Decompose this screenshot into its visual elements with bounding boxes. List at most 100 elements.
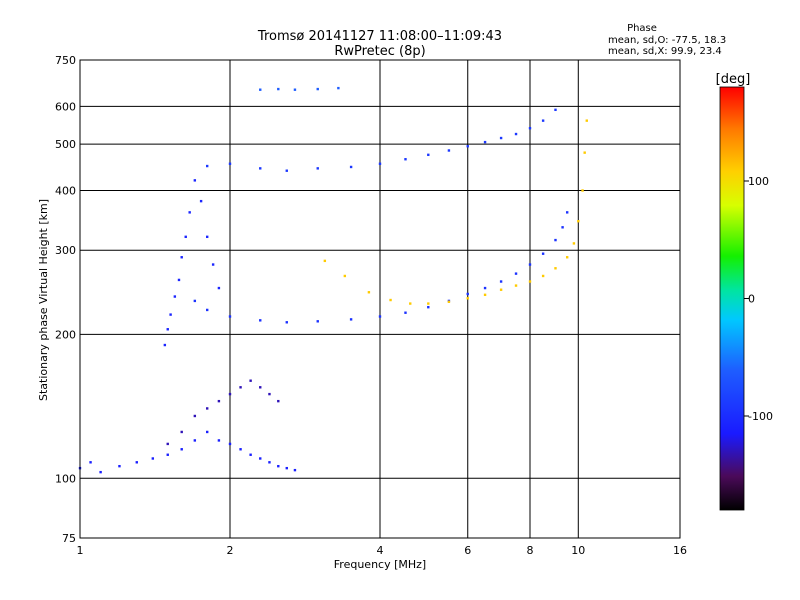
echo-point xyxy=(205,308,209,312)
echo-point xyxy=(89,461,92,464)
echo-point xyxy=(466,292,469,296)
echo-point xyxy=(285,321,288,324)
echo-point xyxy=(389,298,392,302)
chart-subtitle: RwPretec (8p) xyxy=(334,44,425,59)
echo-point xyxy=(565,211,569,214)
echo-point xyxy=(378,315,382,318)
echo-point xyxy=(541,252,545,255)
echo-point xyxy=(466,145,469,148)
x-axis-ticks: 1 2 4 6 8 10 16 xyxy=(77,544,688,557)
y-axis-ticks: 75 100 200 300 400 500 600 750 xyxy=(55,54,76,545)
echo-point xyxy=(177,278,181,282)
echo-point xyxy=(466,297,469,300)
echo-point xyxy=(561,226,564,229)
echo-point xyxy=(205,407,209,410)
echo-point xyxy=(135,461,138,464)
echo-point xyxy=(427,153,430,157)
echo-point xyxy=(585,119,588,122)
echo-point xyxy=(184,235,187,239)
y-tick-label: 400 xyxy=(55,184,76,197)
echo-point xyxy=(285,466,288,470)
echo-point xyxy=(483,293,487,297)
echo-point xyxy=(268,392,271,396)
x-tick-label: 4 xyxy=(377,544,384,557)
y-axis-label: Stationary phase Virtual Height [km] xyxy=(37,199,50,401)
colorbar-label: [deg] xyxy=(716,72,751,87)
echo-point xyxy=(483,140,487,144)
x-axis-label: Frequency [MHz] xyxy=(334,558,426,571)
echo-point xyxy=(499,136,503,140)
echo-point xyxy=(447,149,451,152)
echo-point xyxy=(514,272,518,275)
colorbar xyxy=(719,86,745,511)
echo-point xyxy=(404,311,407,314)
echo-point xyxy=(554,267,557,270)
echo-point xyxy=(166,328,169,331)
echo-point xyxy=(249,379,252,382)
echo-point xyxy=(118,464,121,468)
echo-point xyxy=(180,448,183,451)
echo-point xyxy=(316,320,319,323)
echo-point xyxy=(528,263,532,266)
echo-point xyxy=(217,399,221,403)
x-tick-label: 2 xyxy=(227,544,234,557)
plot-frame xyxy=(79,59,681,539)
echo-point xyxy=(228,392,232,396)
y-tick-label: 300 xyxy=(55,244,76,257)
x-tick-label: 1 xyxy=(77,544,84,557)
echo-point xyxy=(427,302,430,305)
x-tick-label: 6 xyxy=(464,544,471,557)
y-tick-label: 75 xyxy=(62,532,76,545)
echo-point xyxy=(277,464,280,468)
colorbar-tick-label: 0 xyxy=(748,293,755,306)
x-tick-label: 16 xyxy=(673,544,687,557)
stats-x-line: mean, sd,X: 99.9, 23.4 xyxy=(608,46,722,57)
echo-point xyxy=(211,263,215,266)
echo-point xyxy=(499,280,503,283)
echo-point xyxy=(166,453,169,456)
echo-point xyxy=(577,220,580,223)
echo-point xyxy=(151,457,155,460)
echo-point xyxy=(205,164,209,168)
echo-point xyxy=(163,343,167,347)
echo-point xyxy=(193,414,197,418)
echo-point xyxy=(583,151,586,154)
colorbar-ticks: 100 0 -100 xyxy=(744,175,773,423)
grid xyxy=(80,60,680,538)
echo-point xyxy=(409,302,412,305)
echo-point xyxy=(188,211,191,214)
echo-point xyxy=(581,189,584,192)
colorbar-tick-label: 100 xyxy=(748,175,769,188)
echo-point xyxy=(249,453,252,456)
echo-point xyxy=(205,235,209,239)
stats-o-line: mean, sd,O: -77.5, 18.3 xyxy=(608,35,726,46)
echo-point xyxy=(337,86,340,90)
echo-point xyxy=(259,88,262,91)
echo-point xyxy=(217,286,221,290)
echo-point xyxy=(180,430,183,434)
echo-point xyxy=(199,199,203,203)
echo-point xyxy=(193,299,197,303)
echo-point xyxy=(565,256,569,259)
echo-point xyxy=(228,442,232,446)
echo-point xyxy=(259,167,262,170)
echo-point xyxy=(367,291,371,294)
echo-point xyxy=(541,119,545,122)
echo-point xyxy=(528,126,532,130)
echo-point xyxy=(514,284,518,287)
y-tick-label: 200 xyxy=(55,328,76,341)
stats-heading: Phase xyxy=(627,23,657,34)
x-tick-label: 10 xyxy=(571,544,585,557)
echo-point xyxy=(228,315,232,318)
echo-point xyxy=(259,457,262,460)
echo-point xyxy=(228,162,232,165)
echo-point xyxy=(277,87,280,91)
echo-point xyxy=(205,430,209,434)
echo-point xyxy=(316,87,319,91)
echo-point xyxy=(293,468,297,472)
echo-point xyxy=(99,470,102,474)
echo-point xyxy=(378,162,382,165)
echo-point xyxy=(499,288,503,291)
echo-point xyxy=(323,259,327,263)
